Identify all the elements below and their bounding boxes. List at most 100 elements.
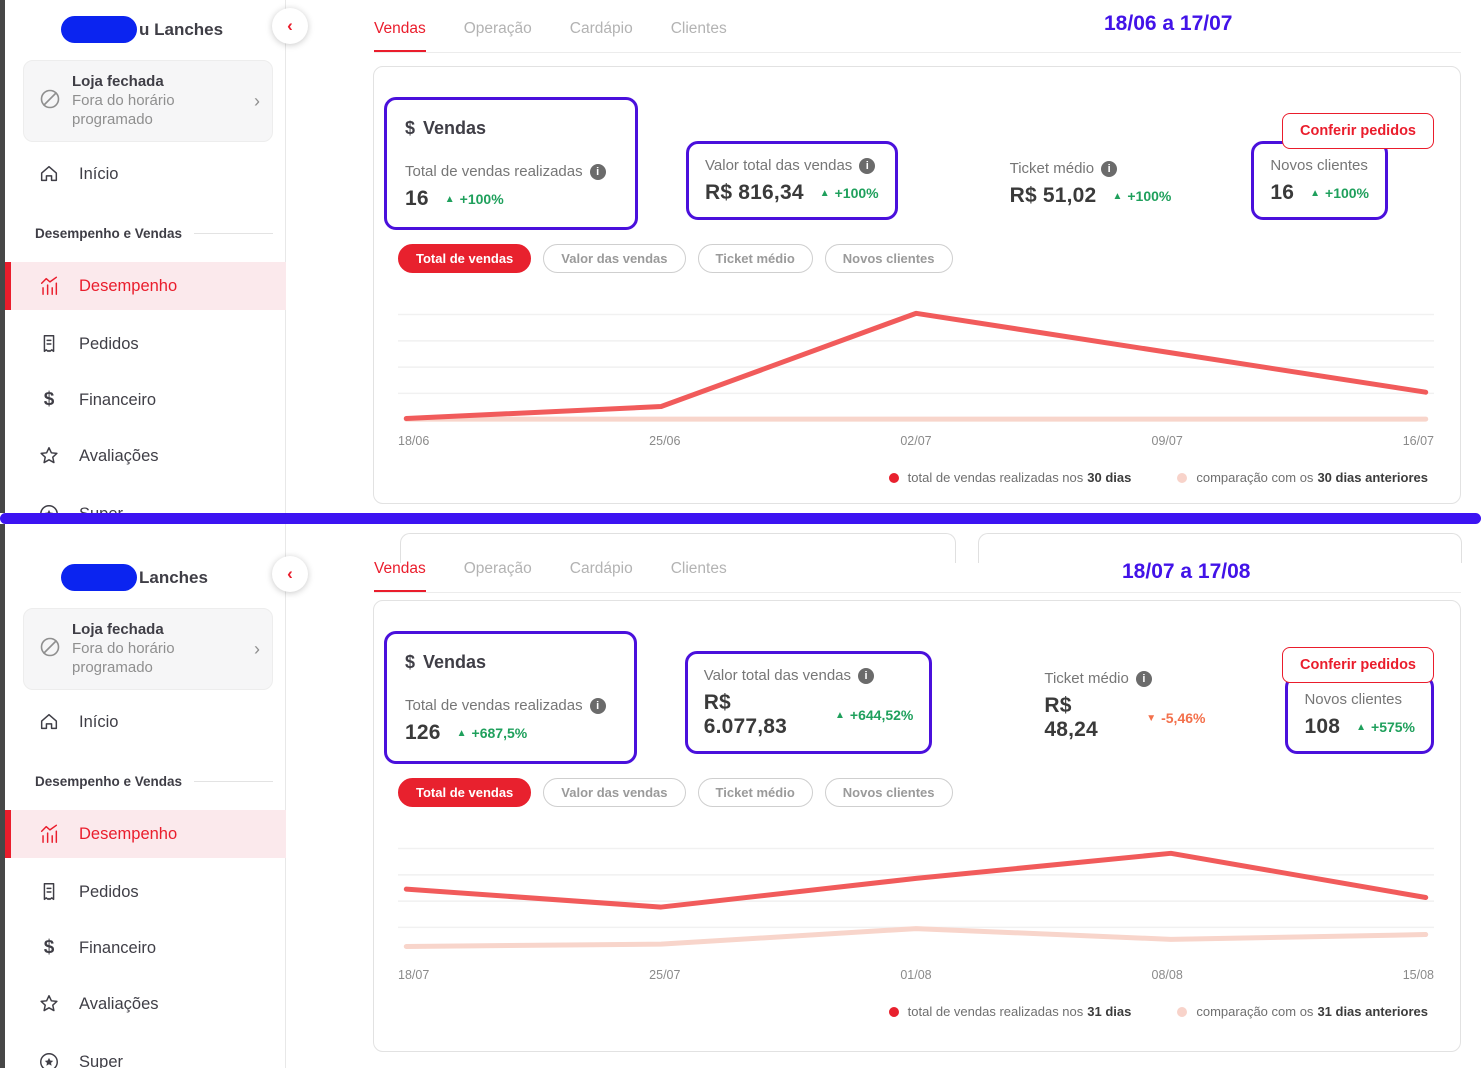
- main-content: Vendas Operação Cardápio Clientes 18/06 …: [373, 0, 1461, 513]
- sidebar-item-avaliacoes[interactable]: Avaliações: [5, 432, 286, 480]
- home-icon: [37, 710, 61, 734]
- sidebar-item-inicio[interactable]: Início: [5, 698, 286, 746]
- pill-total-de-vendas[interactable]: Total de vendas: [398, 244, 532, 273]
- info-icon[interactable]: i: [1135, 670, 1152, 687]
- metrics-row: $ Vendas Total de vendas realizadas i 126…: [384, 631, 1434, 764]
- sidebar-section-label: Desempenho e Vendas: [35, 774, 273, 789]
- card-title: $ Vendas: [405, 118, 487, 138]
- pill-novos-clientes[interactable]: Novos clientes: [824, 244, 953, 273]
- trend-arrow-icon: ▲: [1356, 721, 1367, 733]
- chevron-left-icon: ‹: [287, 564, 293, 583]
- info-icon[interactable]: i: [859, 157, 876, 174]
- metrics-row: $ Vendas Total de vendas realizadas i 16 ▲…: [384, 97, 1434, 230]
- legend-dot-red: [888, 1006, 899, 1017]
- trend-arrow-icon: ▼: [1146, 712, 1157, 724]
- info-icon[interactable]: i: [1101, 160, 1118, 177]
- pill-ticket-medio[interactable]: Ticket médio: [697, 778, 813, 807]
- brand: u Lanches: [61, 16, 223, 43]
- trend-arrow-icon: ▲: [1310, 187, 1321, 199]
- x-tick-label: 18/06: [398, 434, 430, 448]
- x-tick-label: 25/07: [649, 968, 681, 982]
- super-badge-icon: [37, 1050, 61, 1068]
- pill-valor-das-vendas[interactable]: Valor das vendas: [543, 778, 686, 807]
- trend-arrow-icon: ▲: [819, 187, 830, 199]
- chevron-right-icon: ›: [254, 90, 260, 111]
- x-tick-label: 25/06: [649, 434, 681, 448]
- tab-operacao[interactable]: Operação: [463, 560, 532, 577]
- chart-filter-pills: Total de vendas Valor das vendas Ticket …: [398, 244, 1434, 273]
- store-status-subtitle: Fora do horário programado: [72, 639, 175, 676]
- tab-vendas[interactable]: Vendas: [374, 560, 426, 592]
- metric-value: 126: [405, 721, 441, 744]
- info-icon[interactable]: i: [589, 163, 606, 180]
- x-tick-label: 15/08: [1402, 968, 1434, 982]
- sidebar-item-avaliacoes[interactable]: Avaliações: [5, 980, 286, 1028]
- sidebar-collapse-button[interactable]: ‹: [272, 556, 308, 592]
- sidebar-item-financeiro[interactable]: $ Financeiro: [5, 924, 286, 972]
- metric-total-vendas: Total de vendas realizadas i 16 ▲ +100%: [405, 163, 617, 211]
- tab-bar: Vendas Operação Cardápio Clientes: [374, 524, 1461, 593]
- legend-item-comparison: comparação com os 30 dias anteriores: [1177, 470, 1428, 485]
- store-status-card[interactable]: Loja fechada Fora do horário programado …: [23, 608, 273, 691]
- tab-operacao[interactable]: Operação: [463, 20, 532, 37]
- legend-item-current: total de vendas realizadas nos 30 dias: [888, 470, 1131, 485]
- sidebar-item-pedidos[interactable]: Pedidos: [5, 320, 286, 368]
- metric-delta: ▲ +100%: [1112, 188, 1172, 204]
- metric-value: R$ 51,02: [1009, 184, 1097, 207]
- metric-ticket-medio: Ticket médio i R$ 51,02 ▲ +100%: [1009, 160, 1172, 207]
- metric-total-vendas: Total de vendas realizadas i 126 ▲ +687,5%: [405, 697, 616, 745]
- star-icon: [37, 444, 61, 468]
- sidebar-item-super[interactable]: Super: [5, 490, 286, 513]
- metric-delta: ▲ +644,52%: [835, 707, 914, 723]
- sidebar-item-pedidos[interactable]: Pedidos: [5, 868, 286, 916]
- tab-clientes[interactable]: Clientes: [670, 20, 727, 37]
- date-range-annotation: 18/06 a 17/07: [1104, 12, 1233, 35]
- conferir-pedidos-button[interactable]: Conferir pedidos: [1281, 647, 1434, 683]
- sidebar-item-financeiro[interactable]: $ Financeiro: [5, 376, 286, 424]
- brand-name: Lanches: [139, 567, 208, 587]
- sidebar: Lanches Loja fechada Fora do horário pro…: [5, 524, 286, 1068]
- annotation-box-novos-clientes: Novos clientesi 108▲+575%: [1285, 675, 1434, 754]
- card-fragment: [400, 533, 956, 563]
- brand-logo-redaction: [61, 564, 137, 591]
- pill-total-de-vendas[interactable]: Total de vendas: [398, 778, 532, 807]
- store-status-card[interactable]: Loja fechada Fora do horário programado …: [23, 60, 273, 143]
- sidebar-item-inicio[interactable]: Início: [5, 150, 286, 198]
- tab-cardapio[interactable]: Cardápio: [569, 560, 633, 577]
- section-divider: [194, 781, 273, 782]
- pill-novos-clientes[interactable]: Novos clientes: [824, 778, 953, 807]
- tab-cardapio[interactable]: Cardápio: [569, 20, 633, 37]
- sidebar-item-label: Desempenho: [79, 824, 178, 843]
- tab-vendas[interactable]: Vendas: [374, 20, 426, 52]
- screenshot-panel-bottom: Lanches Loja fechada Fora do horário pro…: [0, 524, 1481, 1068]
- info-icon[interactable]: i: [589, 697, 606, 714]
- legend-item-current: total de vendas realizadas nos 31 dias: [888, 1004, 1131, 1019]
- home-icon: [37, 162, 61, 186]
- conferir-pedidos-button[interactable]: Conferir pedidos: [1281, 113, 1434, 149]
- window-edge-strip: [0, 0, 5, 513]
- sidebar-item-desempenho[interactable]: Desempenho: [5, 262, 286, 310]
- brand: Lanches: [61, 564, 208, 591]
- sidebar-collapse-button[interactable]: ‹: [272, 8, 308, 44]
- pill-valor-das-vendas[interactable]: Valor das vendas: [543, 244, 686, 273]
- sidebar-item-desempenho[interactable]: Desempenho: [5, 810, 286, 858]
- metric-value: 108: [1304, 715, 1341, 738]
- sales-line-chart: [398, 289, 1434, 429]
- pill-ticket-medio[interactable]: Ticket médio: [697, 244, 813, 273]
- x-tick-label: 16/07: [1402, 434, 1434, 448]
- info-icon[interactable]: i: [858, 667, 874, 684]
- metric-delta: ▲ +100%: [819, 185, 879, 201]
- performance-chart-icon: [37, 274, 61, 298]
- main-content: Vendas Operação Cardápio Clientes 18/07 …: [373, 524, 1461, 1068]
- chart-x-axis-labels: 18/07 25/07 01/08 08/08 15/08: [398, 968, 1434, 982]
- performance-chart-icon: [37, 822, 61, 846]
- trend-arrow-icon: ▲: [444, 193, 455, 205]
- x-tick-label: 08/08: [1151, 968, 1183, 982]
- date-range-annotation: 18/07 a 17/08: [1122, 560, 1251, 583]
- blue-separator-bar: [0, 513, 1481, 524]
- dollar-icon: $: [43, 389, 55, 410]
- store-status-subtitle: Fora do horário programado: [72, 91, 175, 128]
- tab-clientes[interactable]: Clientes: [670, 560, 727, 577]
- sidebar-item-super[interactable]: Super: [5, 1038, 286, 1068]
- sales-line-chart: [398, 823, 1434, 963]
